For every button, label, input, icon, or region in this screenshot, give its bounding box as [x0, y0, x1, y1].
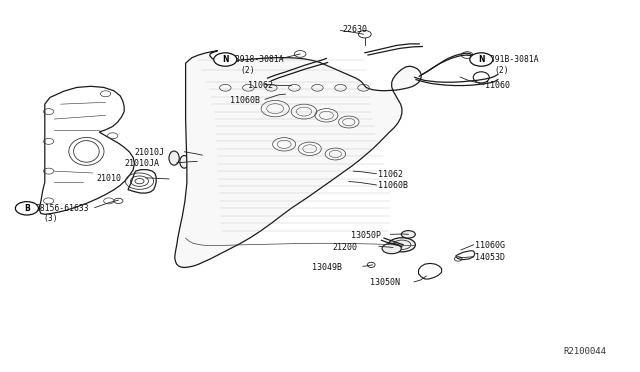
Circle shape — [470, 53, 493, 66]
Text: 21010J: 21010J — [134, 148, 164, 157]
Text: 21010: 21010 — [96, 174, 121, 183]
Text: (2): (2) — [495, 66, 509, 75]
Text: 11060B: 11060B — [378, 182, 408, 190]
Text: 22630: 22630 — [342, 25, 367, 34]
Text: (2): (2) — [240, 66, 255, 75]
Text: R2100044: R2100044 — [563, 347, 606, 356]
Text: 0891B-3081A: 0891B-3081A — [485, 55, 539, 64]
Text: 11060: 11060 — [485, 81, 510, 90]
Text: 21200: 21200 — [333, 243, 358, 251]
Ellipse shape — [169, 151, 179, 165]
Circle shape — [15, 202, 38, 215]
Text: 21010JA: 21010JA — [125, 159, 160, 168]
Ellipse shape — [382, 243, 401, 254]
Text: 14053D: 14053D — [475, 253, 505, 262]
Text: 11060B: 11060B — [230, 96, 260, 105]
Text: 11060G: 11060G — [475, 241, 505, 250]
Text: 0B918-3081A: 0B918-3081A — [230, 55, 284, 64]
Text: 13050P: 13050P — [351, 231, 381, 240]
Ellipse shape — [401, 231, 415, 238]
Ellipse shape — [388, 238, 415, 252]
Text: N: N — [478, 55, 484, 64]
Text: 11062: 11062 — [378, 170, 403, 179]
Polygon shape — [175, 51, 421, 267]
Ellipse shape — [180, 155, 189, 168]
Text: 13050N: 13050N — [370, 278, 400, 287]
Text: B: B — [24, 204, 29, 213]
Text: (3): (3) — [44, 214, 58, 223]
Circle shape — [214, 53, 237, 66]
Text: 11062: 11062 — [248, 81, 273, 90]
Text: 08156-61633: 08156-61633 — [35, 204, 89, 213]
Text: 13049B: 13049B — [312, 263, 342, 272]
Text: N: N — [222, 55, 228, 64]
